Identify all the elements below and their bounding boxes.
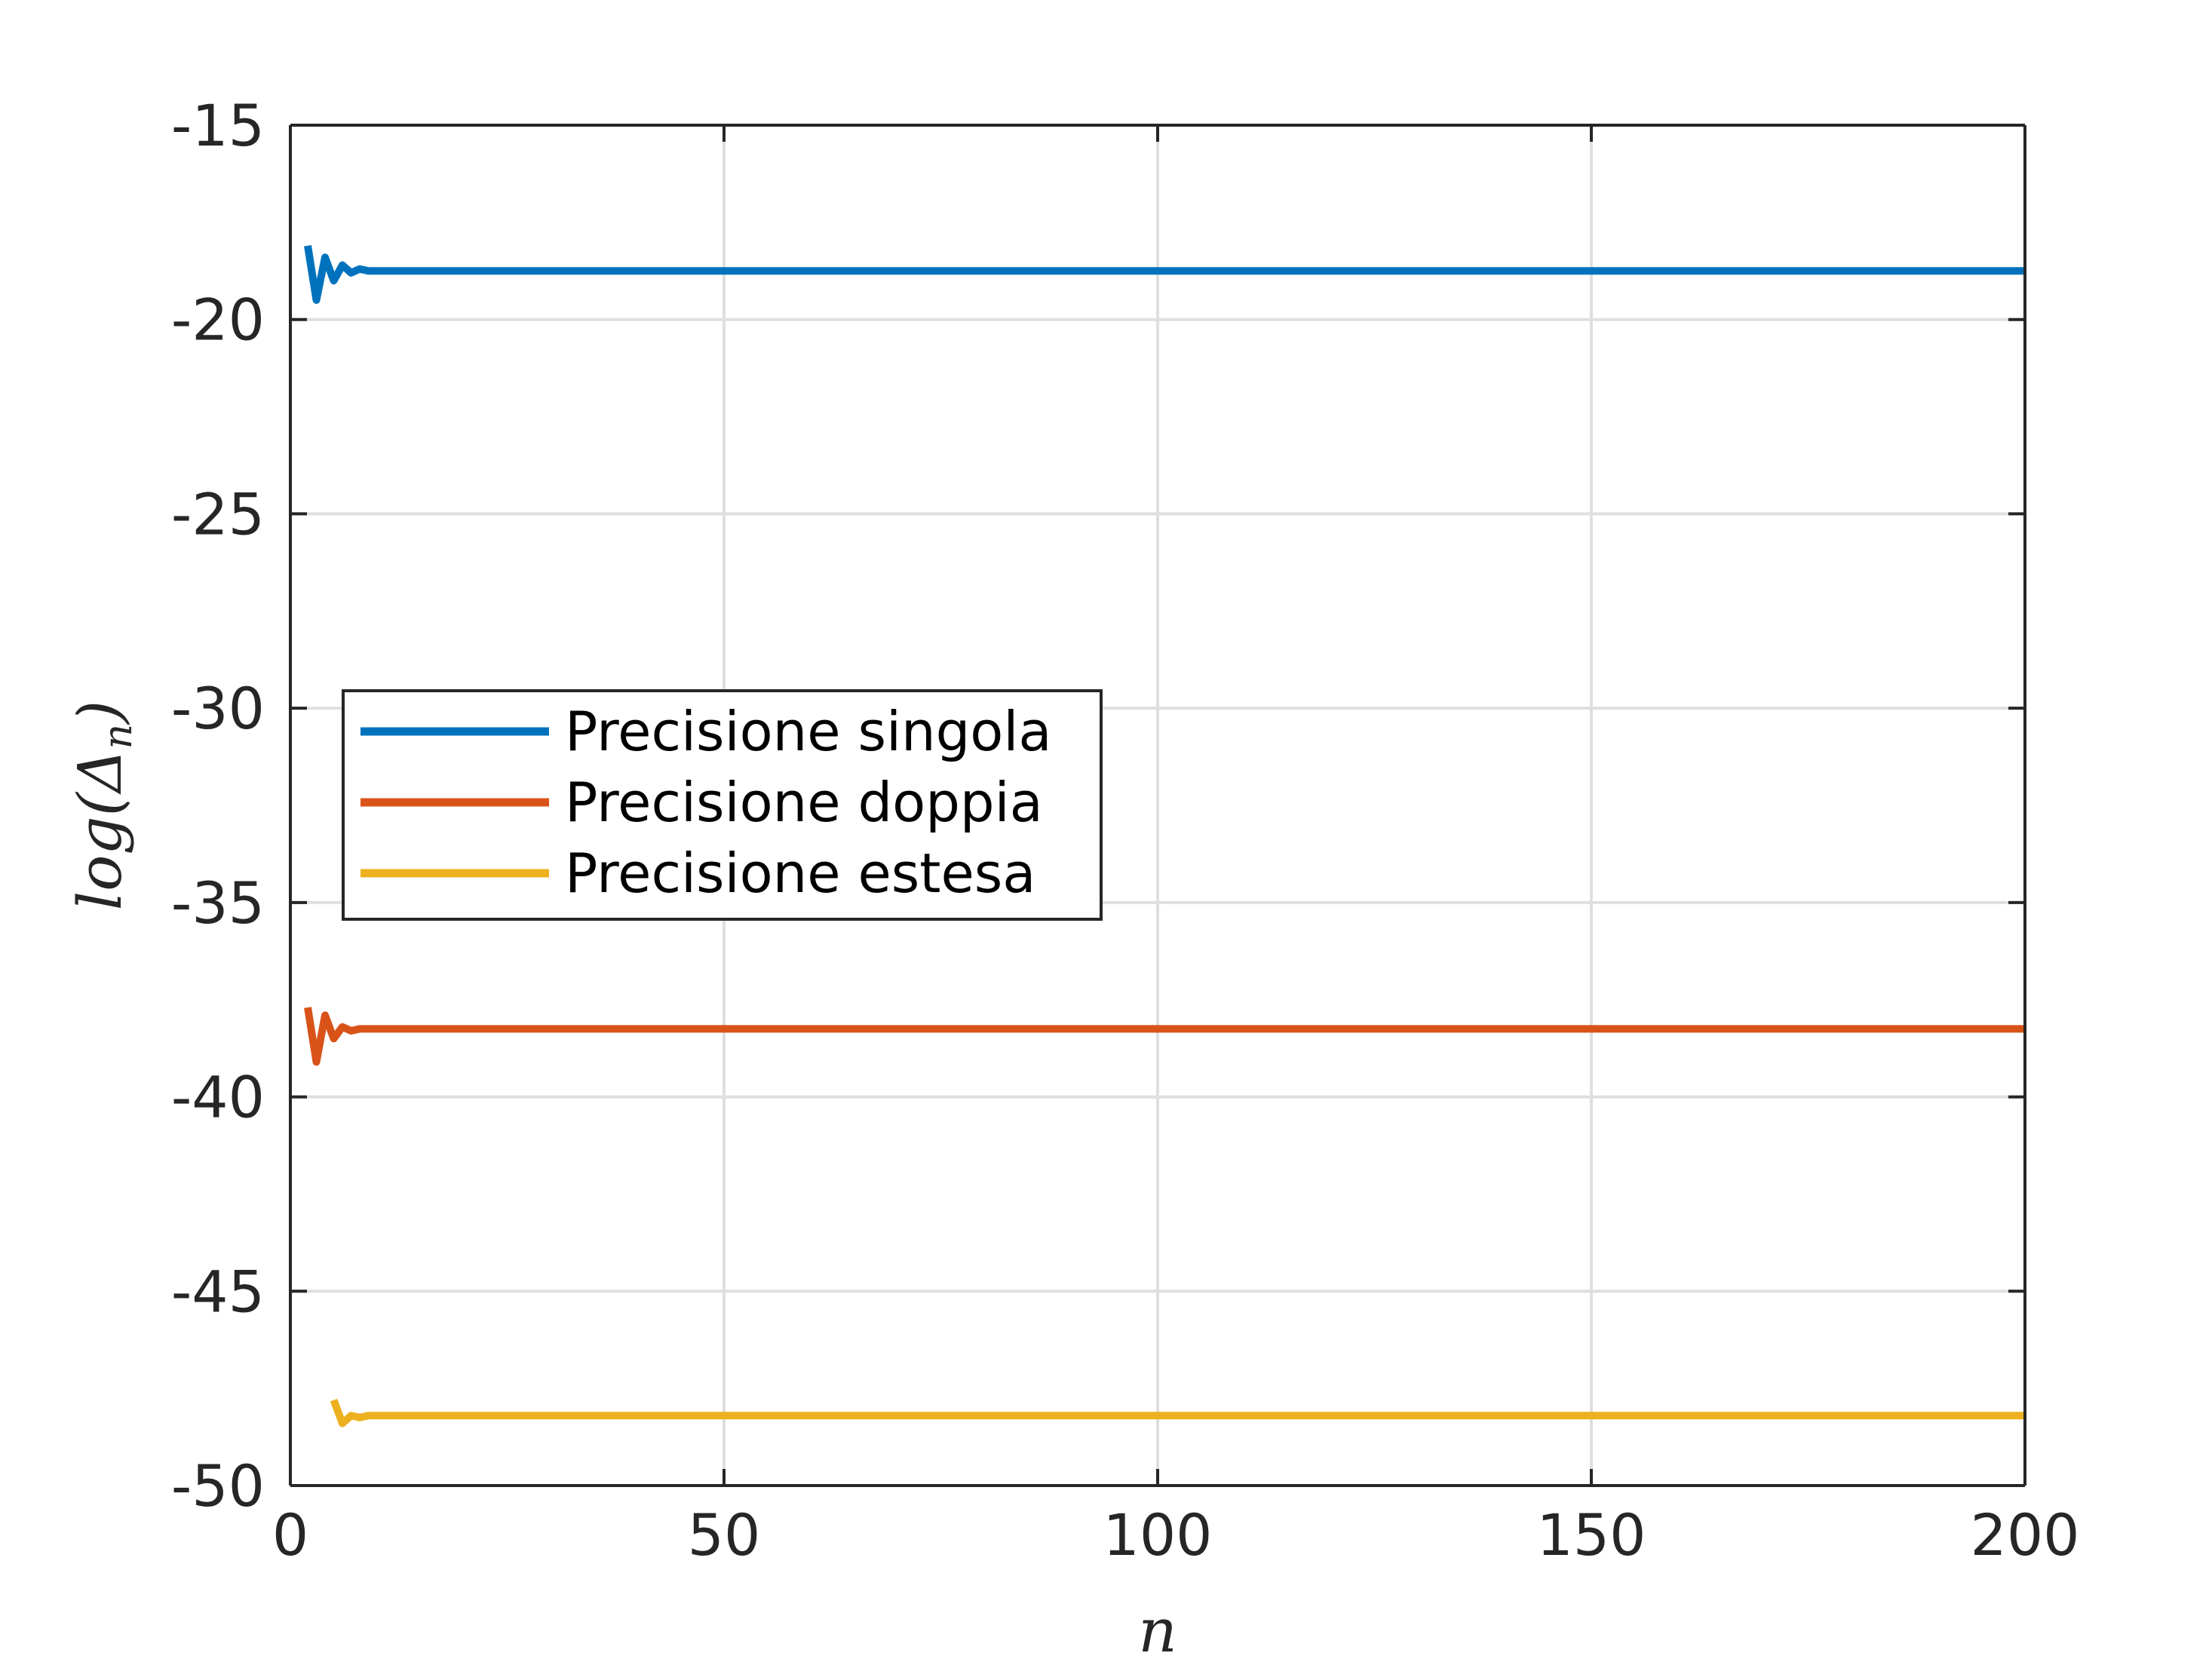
x-axis-label: n <box>1138 1596 1177 1659</box>
y-tick-label: -50 <box>171 1452 265 1519</box>
series-line-3 <box>330 1398 2025 1427</box>
y-axis-label: log(Δn) <box>65 701 141 911</box>
legend-entries: Precisione singola Precisione doppia Preci… <box>360 700 1051 905</box>
y-axis-label-subscript: n <box>96 724 141 750</box>
legend-label: Precisione doppia <box>565 771 1043 834</box>
legend: Precisione singola Precisione doppia Preci… <box>342 689 1103 921</box>
y-tick-label: -45 <box>171 1258 265 1325</box>
x-tick-label: 100 <box>1103 1501 1212 1569</box>
legend-label: Precisione singola <box>565 700 1051 763</box>
series-line-1 <box>304 244 2025 304</box>
series-group <box>304 244 2025 1427</box>
y-tick-label: -20 <box>171 287 265 354</box>
y-tick-label: -25 <box>171 480 265 547</box>
y-axis-label-base: log(Δ <box>65 749 135 910</box>
ticks: 0 50 100 150 200 -50 -45 -40 -35 -30 -25 -20 -15 <box>171 92 2080 1569</box>
y-tick-label: -15 <box>171 92 265 159</box>
x-tick-label: 0 <box>272 1501 308 1569</box>
x-tick-label: 150 <box>1536 1501 1646 1569</box>
legend-label: Precisione estesa <box>565 842 1035 905</box>
y-axis-label-close: ) <box>65 701 135 725</box>
y-tick-label: -30 <box>171 675 265 742</box>
series-line-2 <box>304 1007 2025 1066</box>
y-tick-label: -40 <box>171 1064 265 1131</box>
y-tick-label: -35 <box>171 869 265 937</box>
x-tick-label: 200 <box>1970 1501 2079 1569</box>
x-tick-label: 50 <box>688 1501 761 1569</box>
